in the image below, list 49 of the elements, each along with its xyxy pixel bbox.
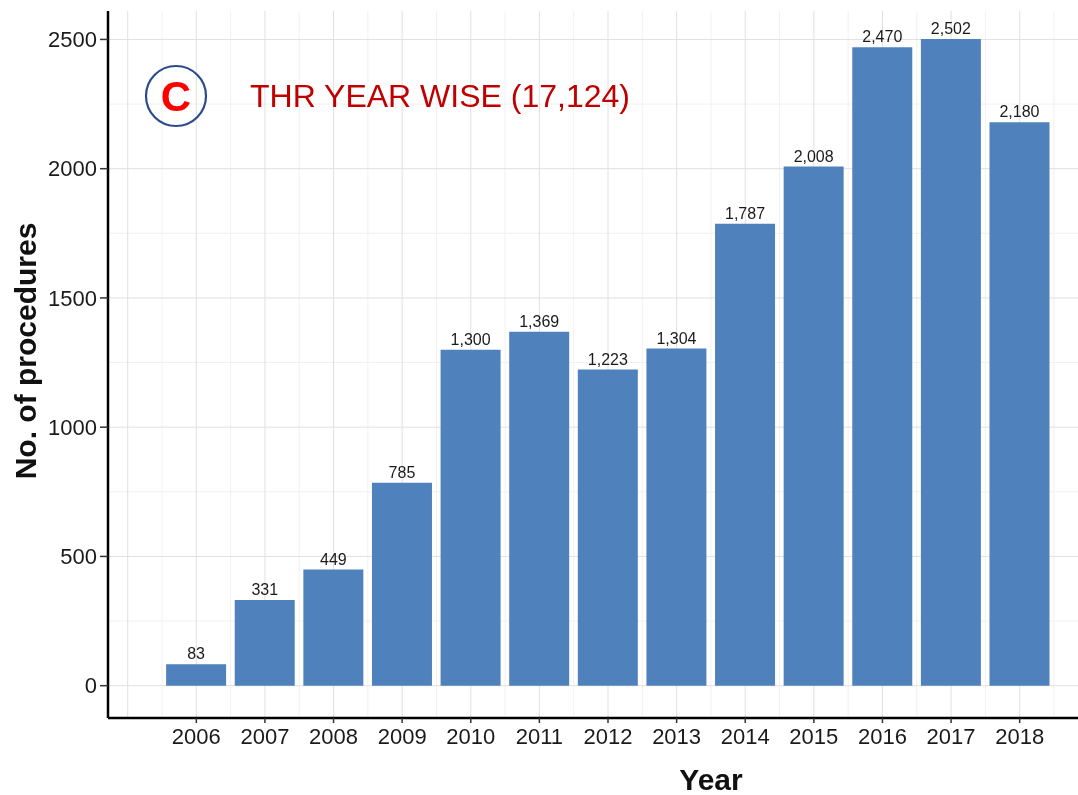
x-tick-label: 2013 — [652, 723, 702, 749]
data-label: 1,787 — [725, 204, 766, 222]
bar — [440, 349, 501, 686]
data-label: 1,369 — [519, 312, 560, 330]
bar — [371, 482, 432, 686]
x-tick-label: 2015 — [789, 723, 839, 749]
bar — [783, 166, 844, 686]
x-tick-label: 2014 — [720, 723, 770, 749]
data-label: 2,008 — [793, 147, 834, 165]
bar — [920, 38, 981, 686]
data-label: 785 — [388, 463, 416, 481]
bar — [577, 369, 638, 686]
data-label: 1,300 — [450, 330, 491, 348]
bar — [234, 600, 295, 686]
bar — [166, 664, 227, 686]
y-tick-label: 500 — [60, 544, 97, 570]
x-tick-label: 2008 — [309, 723, 359, 749]
data-label: 1,223 — [587, 350, 628, 368]
x-tick-label: 2007 — [240, 723, 290, 749]
y-axis-title: No. of procedures — [9, 222, 42, 480]
y-tick-label: 2500 — [48, 27, 97, 53]
x-tick-label: 2012 — [583, 723, 633, 749]
x-tick-label: 2017 — [926, 723, 976, 749]
x-tick-label: 2009 — [377, 723, 427, 749]
x-axis-title: Year — [679, 763, 744, 795]
bar — [509, 331, 570, 686]
y-tick-label: 2000 — [48, 156, 97, 182]
x-tick-label: 2011 — [515, 723, 564, 749]
data-label: 2,502 — [930, 19, 971, 37]
bar — [303, 569, 364, 686]
bar — [989, 122, 1050, 686]
data-label: 449 — [320, 550, 347, 568]
bar — [646, 348, 707, 686]
x-tick-label: 2018 — [995, 723, 1045, 749]
x-tick-label: 2016 — [857, 723, 907, 749]
x-tick-label: 2006 — [171, 723, 221, 749]
y-tick-label: 1500 — [48, 285, 97, 311]
text: THR YEAR WISE (17,124) — [250, 78, 630, 114]
bar — [852, 47, 913, 686]
bar — [715, 223, 776, 686]
data-label: 331 — [251, 581, 279, 599]
data-label: 2,470 — [862, 28, 903, 46]
x-tick-label: 2010 — [446, 723, 496, 749]
y-tick-label: 1000 — [48, 415, 97, 440]
annotation: C — [160, 73, 192, 120]
data-label: 1,304 — [656, 329, 697, 347]
y-tick-label: 0 — [84, 673, 97, 699]
data-label: 2,180 — [999, 103, 1040, 121]
data-label: 83 — [187, 645, 206, 663]
